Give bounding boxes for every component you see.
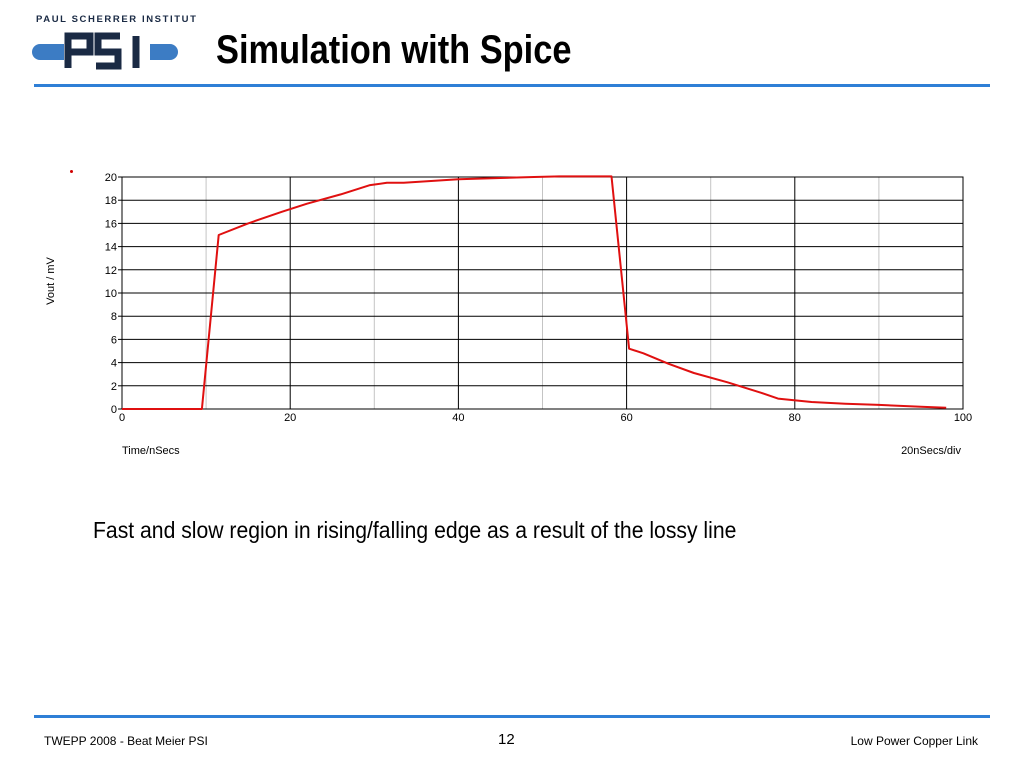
footer-author: TWEPP 2008 - Beat Meier PSI [44, 734, 208, 748]
page-number: 12 [498, 731, 515, 748]
slide-title: Simulation with Spice [216, 28, 572, 72]
y-axis-label: Vout / mV [45, 256, 57, 304]
footer-rule [34, 715, 990, 718]
header-rule [34, 84, 990, 87]
x-tick-label: 100 [954, 412, 972, 424]
x-axis-label: Time/nSecs [122, 445, 180, 457]
y-tick-label: 2 [111, 381, 117, 393]
bullet-marker [70, 170, 73, 173]
y-tick-label: 16 [105, 218, 117, 230]
spice-chart: 0 2 4 6 8 10 12 14 16 18 20 0 20 40 60 80 100 Vout / mV Ti… [38, 165, 978, 465]
slide-caption: Fast and slow region in rising/falling e… [93, 517, 737, 543]
x-tick-label: 80 [789, 412, 801, 424]
y-tick-label: 14 [105, 242, 117, 254]
y-tick-label: 4 [111, 358, 117, 370]
y-tick-label: 12 [105, 265, 117, 277]
y-tick-label: 18 [105, 195, 117, 207]
x-scale-note: 20nSecs/div [901, 445, 961, 457]
y-tick-label: 20 [105, 172, 117, 184]
y-tick-label: 0 [111, 404, 117, 416]
y-tick-label: 10 [105, 288, 117, 300]
psi-logo-mark [32, 32, 178, 70]
y-tick-label: 6 [111, 334, 117, 346]
chart-svg: 0 2 4 6 8 10 12 14 16 18 20 0 20 40 60 80 100 Vout / mV Ti… [45, 172, 972, 457]
psi-logo: PAUL SCHERRER INSTITUT [32, 14, 196, 76]
x-tick-label: 60 [620, 412, 632, 424]
x-tick-label: 40 [452, 412, 464, 424]
footer-topic: Low Power Copper Link [850, 734, 978, 748]
logo-caption: PAUL SCHERRER INSTITUT [36, 14, 198, 25]
x-tick-label: 0 [119, 412, 125, 424]
y-tick-label: 8 [111, 311, 117, 323]
x-tick-label: 20 [284, 412, 296, 424]
series-line [122, 175, 947, 410]
